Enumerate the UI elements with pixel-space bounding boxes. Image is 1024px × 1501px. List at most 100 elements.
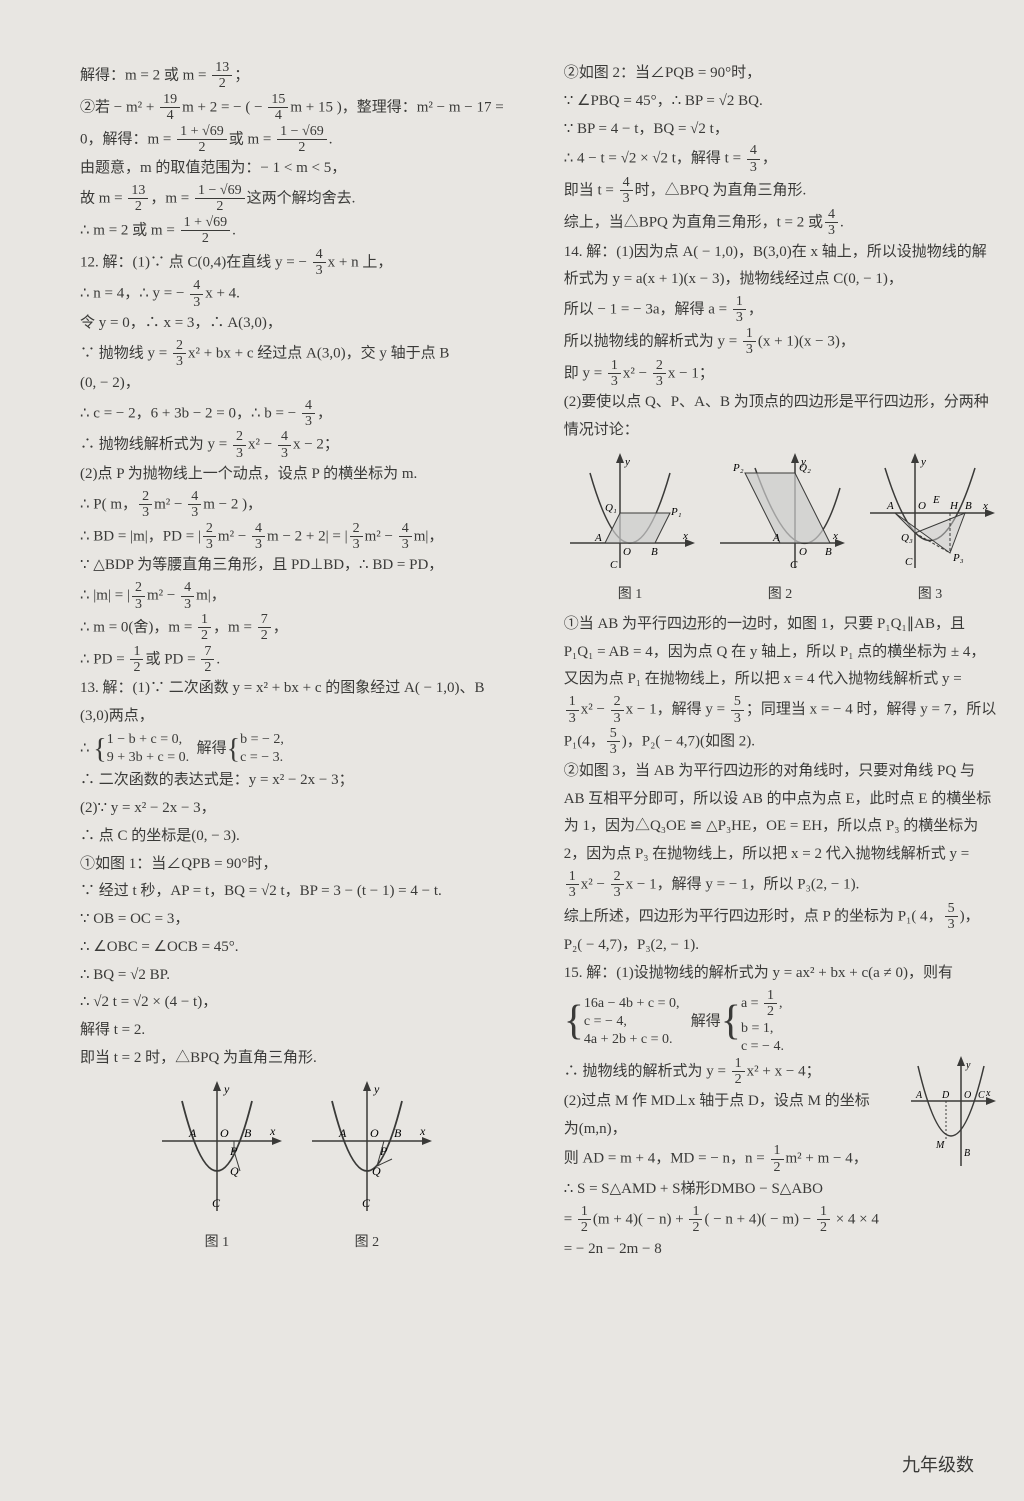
figure-3-right: A O B H E Q₃ P₃ C x y 图 3 xyxy=(865,453,995,603)
figure-2-left: A O B P Q C x y 图 2 xyxy=(302,1081,432,1251)
problem-12: 12. 解：(1)∵ 点 C(0,4)在直线 y = − 43x + n 上， xyxy=(80,247,504,279)
text-line: (0, − 2)， xyxy=(80,370,504,398)
text-line: 解得：m = 2 或 m = 132； xyxy=(80,60,504,92)
text-line: 即 y = 13x² − 23x − 1； xyxy=(564,358,997,390)
svg-text:O: O xyxy=(370,1126,379,1140)
svg-text:y: y xyxy=(373,1082,380,1096)
parallelogram-diagram-icon: A O B Q₁ P₁ C x y xyxy=(565,453,695,583)
svg-text:O: O xyxy=(220,1126,229,1140)
page: 解得：m = 2 或 m = 132； ②若 − m² + 194m + 2 =… xyxy=(0,0,1024,1501)
figure-row-left: A O B P Q C x y 图 1 xyxy=(80,1081,504,1251)
text-line: ∴ BQ = √2 BP. xyxy=(80,962,504,990)
text-line: = 12(m + 4)( − n) + 12( − n + 4)( − m) −… xyxy=(564,1204,997,1236)
svg-text:C: C xyxy=(610,559,618,571)
text-line: P₁(4，53)，P₂( − 4,7)(如图 2). xyxy=(564,726,997,758)
svg-text:y: y xyxy=(965,1060,971,1071)
left-column: 解得：m = 2 或 m = 132； ②若 − m² + 194m + 2 =… xyxy=(80,60,504,1461)
text-line: ∵ BP = 4 − t，BQ = √2 t， xyxy=(564,116,997,144)
text-line: = − 2n − 2m − 8 xyxy=(564,1236,997,1264)
text-line: P₂( − 4,7)，P₃(2, − 1). xyxy=(564,932,997,960)
text-line: ∴ c = − 2，6 + 3b − 2 = 0，∴ b = − 43， xyxy=(80,398,504,430)
svg-text:O: O xyxy=(799,546,807,558)
svg-text:x: x xyxy=(985,1088,991,1099)
text-line: ∴ n = 4，∴ y = − 43x + 4. xyxy=(80,278,504,310)
text-line: ∵ 抛物线 y = 23x² + bx + c 经过点 A(3,0)，交 y 轴… xyxy=(80,338,504,370)
svg-text:Q: Q xyxy=(230,1164,239,1178)
svg-text:B: B xyxy=(394,1126,402,1140)
text-line: 令 y = 0，∴ x = 3，∴ A(3,0)， xyxy=(80,310,504,338)
parabola-diagram-icon: A O B P Q C x y xyxy=(152,1081,282,1231)
figure-row-right: A O B Q₁ P₁ C x y 图 1 xyxy=(564,453,997,603)
text-line: 为(m,n)， xyxy=(564,1116,897,1144)
text-line: ∵ 经过 t 秒，AP = t，BQ = √2 t，BP = 3 − (t − … xyxy=(80,878,504,906)
figure-label: 图 2 xyxy=(715,583,845,603)
figure-label: 图 3 xyxy=(865,583,995,603)
svg-text:C: C xyxy=(978,1090,985,1101)
svg-text:P₃: P₃ xyxy=(952,552,964,564)
text-line: ①当 AB 为平行四边形的一边时，如图 1，只要 P₁Q₁∥AB，且 xyxy=(564,611,997,639)
text-line: AB 互相平分即可，所以设 AB 的中点为点 E，此时点 E 的横坐标 xyxy=(564,786,997,814)
text-line: 即当 t = 2 时，△BPQ 为直角三角形. xyxy=(80,1045,504,1073)
text-line: 13x² − 23x − 1，解得 y = − 1，所以 P₃(2, − 1). xyxy=(564,869,997,901)
text-line: 2，因为点 P₃ 在抛物线上，所以把 x = 2 代入抛物线解析式 y = xyxy=(564,841,997,869)
svg-text:A: A xyxy=(594,532,602,544)
text-line: 由题意，m 的取值范围为：− 1 < m < 5， xyxy=(80,155,504,183)
text-line: (2)过点 M 作 MD⊥x 轴于点 D，设点 M 的坐标 xyxy=(564,1088,897,1116)
parallelogram-diagram-icon: A O B H E Q₃ P₃ C x y xyxy=(865,453,995,583)
svg-text:E: E xyxy=(932,494,940,506)
text-line: ∴ 4 − t = √2 × √2 t，解得 t = 43， xyxy=(564,143,997,175)
text-line: 所以 − 1 = − 3a，解得 a = 13， xyxy=(564,294,997,326)
svg-text:D: D xyxy=(941,1090,950,1101)
text-line: 则 AD = m + 4，MD = − n，n = 12m² + m − 4， xyxy=(564,1143,897,1175)
text-line: {16a − 4b + c = 0,c = − 4,4a + 2b + c = … xyxy=(564,988,997,1056)
svg-text:x: x xyxy=(419,1124,426,1138)
text-line: ∴ m = 2 或 m = 1 + √692. xyxy=(80,215,504,247)
text-line: ∴ {1 − b + c = 0,9 + 3b + c = 0. 解得{b = … xyxy=(80,731,504,767)
svg-text:A: A xyxy=(772,532,780,544)
svg-text:O: O xyxy=(964,1090,971,1101)
svg-text:A: A xyxy=(886,500,894,512)
svg-text:M: M xyxy=(935,1140,945,1151)
text-line: (2)点 P 为抛物线上一个动点，设点 P 的横坐标为 m. xyxy=(80,461,504,489)
svg-text:P: P xyxy=(379,1144,388,1158)
svg-text:Q: Q xyxy=(372,1164,381,1178)
text-line: ∴ PD = 12或 PD = 72. xyxy=(80,644,504,676)
figure-2-right: A O B P₂ Q₂ C x y 图 2 xyxy=(715,453,845,603)
svg-text:C: C xyxy=(212,1196,221,1210)
figure-label: 图 2 xyxy=(302,1231,432,1251)
text-line: ∴ |m| = |23m² − 43m|， xyxy=(80,580,504,612)
figure-15: A O C D M B x y xyxy=(906,1056,996,1176)
svg-text:x: x xyxy=(682,530,688,542)
text-line: 13x² − 23x − 1，解得 y = 53；同理当 x = − 4 时，解… xyxy=(564,694,997,726)
svg-text:B: B xyxy=(651,546,658,558)
problem-14: 14. 解：(1)因为点 A( − 1,0)，B(3,0)在 x 轴上，所以设抛… xyxy=(564,239,997,267)
text-line: 故 m = 132，m = 1 − √692这两个解均舍去. xyxy=(80,183,504,215)
svg-text:Q₁: Q₁ xyxy=(605,502,617,514)
svg-text:C: C xyxy=(362,1196,371,1210)
text-line: ∴ √2 t = √2 × (4 − t)， xyxy=(80,989,504,1017)
svg-text:y: y xyxy=(920,456,926,468)
text-line: (2)∵ y = x² − 2x − 3， xyxy=(80,795,504,823)
text-line: ②如图 2：当∠PQB = 90°时， xyxy=(564,60,997,88)
svg-text:B: B xyxy=(825,546,832,558)
problem-13: 13. 解：(1)∵ 二次函数 y = x² + bx + c 的图象经过 A(… xyxy=(80,675,504,703)
svg-text:x: x xyxy=(982,500,988,512)
text-line: (3,0)两点， xyxy=(80,703,504,731)
text-line: ①如图 1：当∠QPB = 90°时， xyxy=(80,851,504,879)
text-line: ∴ 点 C 的坐标是(0, − 3). xyxy=(80,823,504,851)
text-line: 综上，当△BPQ 为直角三角形，t = 2 或43. xyxy=(564,207,997,239)
svg-text:H: H xyxy=(949,500,959,512)
svg-text:O: O xyxy=(623,546,631,558)
right-column: ②如图 2：当∠PQB = 90°时， ∵ ∠PBQ = 45°，∴ BP = … xyxy=(564,60,997,1461)
text-line: ∴ BD = |m|，PD = |23m² − 43m − 2 + 2| = |… xyxy=(80,521,504,553)
svg-text:A: A xyxy=(915,1090,923,1101)
svg-text:y: y xyxy=(223,1082,230,1096)
text-line: P₁Q₁ = AB = 4，因为点 Q 在 y 轴上，所以 P₁ 点的横坐标为 … xyxy=(564,639,997,667)
text-line: (2)要使以点 Q、P、A、B 为顶点的四边形是平行四边形，分两种 xyxy=(564,389,997,417)
text-line: ∴ P( m，23m² − 43m − 2 )， xyxy=(80,489,504,521)
parabola-small-diagram-icon: A O C D M B x y xyxy=(906,1056,996,1176)
figure-label: 图 1 xyxy=(565,583,695,603)
svg-text:P₁: P₁ xyxy=(670,506,682,518)
text-line: 为 1，因为△Q₃OE ≌ △P₃HE，OE = EH，所以点 P₃ 的横坐标为 xyxy=(564,813,997,841)
svg-text:y: y xyxy=(800,456,806,468)
